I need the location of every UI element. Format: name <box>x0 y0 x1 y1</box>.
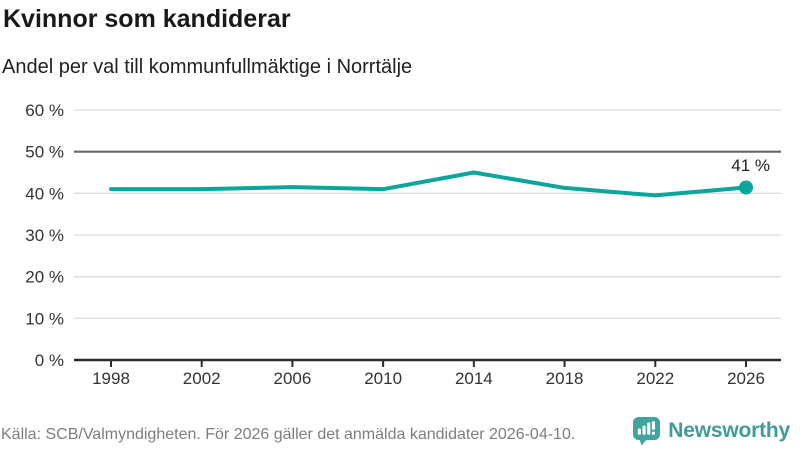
newsworthy-wordmark: Newsworthy <box>668 419 790 442</box>
y-axis-tick-label: 10 % <box>25 309 64 328</box>
x-axis-tick-label: 2002 <box>183 369 221 388</box>
x-axis-tick-label: 2006 <box>274 369 312 388</box>
y-axis-tick-label: 50 % <box>25 143 64 162</box>
y-axis-tick-label: 60 % <box>25 101 64 120</box>
end-point-value-label: 41 % <box>731 156 770 175</box>
x-axis-tick-label: 2026 <box>727 369 765 388</box>
x-axis-tick-label: 2022 <box>636 369 674 388</box>
end-point-marker <box>739 180 753 195</box>
chart-subtitle: Andel per val till kommunfullmäktige i N… <box>2 56 413 78</box>
newsworthy-speech-bubble-bar-chart-icon <box>633 417 661 446</box>
y-axis-tick-label: 40 % <box>25 184 64 203</box>
data-line-women-share <box>109 170 748 198</box>
x-axis-tick-label: 2018 <box>546 369 584 388</box>
source-note: Källa: SCB/Valmyndigheten. För 2026 gäll… <box>1 426 576 443</box>
newsworthy-logo: Newsworthy <box>632 416 790 446</box>
chart-title: Kvinnor som kandiderar <box>3 5 291 33</box>
x-axis-tick-label: 1998 <box>92 369 130 388</box>
x-axis-tick-label: 2014 <box>455 369 493 388</box>
y-axis-tick-label: 20 % <box>25 268 64 287</box>
x-axis-tick-label: 2010 <box>364 369 402 388</box>
y-axis-tick-label: 30 % <box>25 226 64 245</box>
y-axis-tick-label: 0 % <box>35 351 64 370</box>
